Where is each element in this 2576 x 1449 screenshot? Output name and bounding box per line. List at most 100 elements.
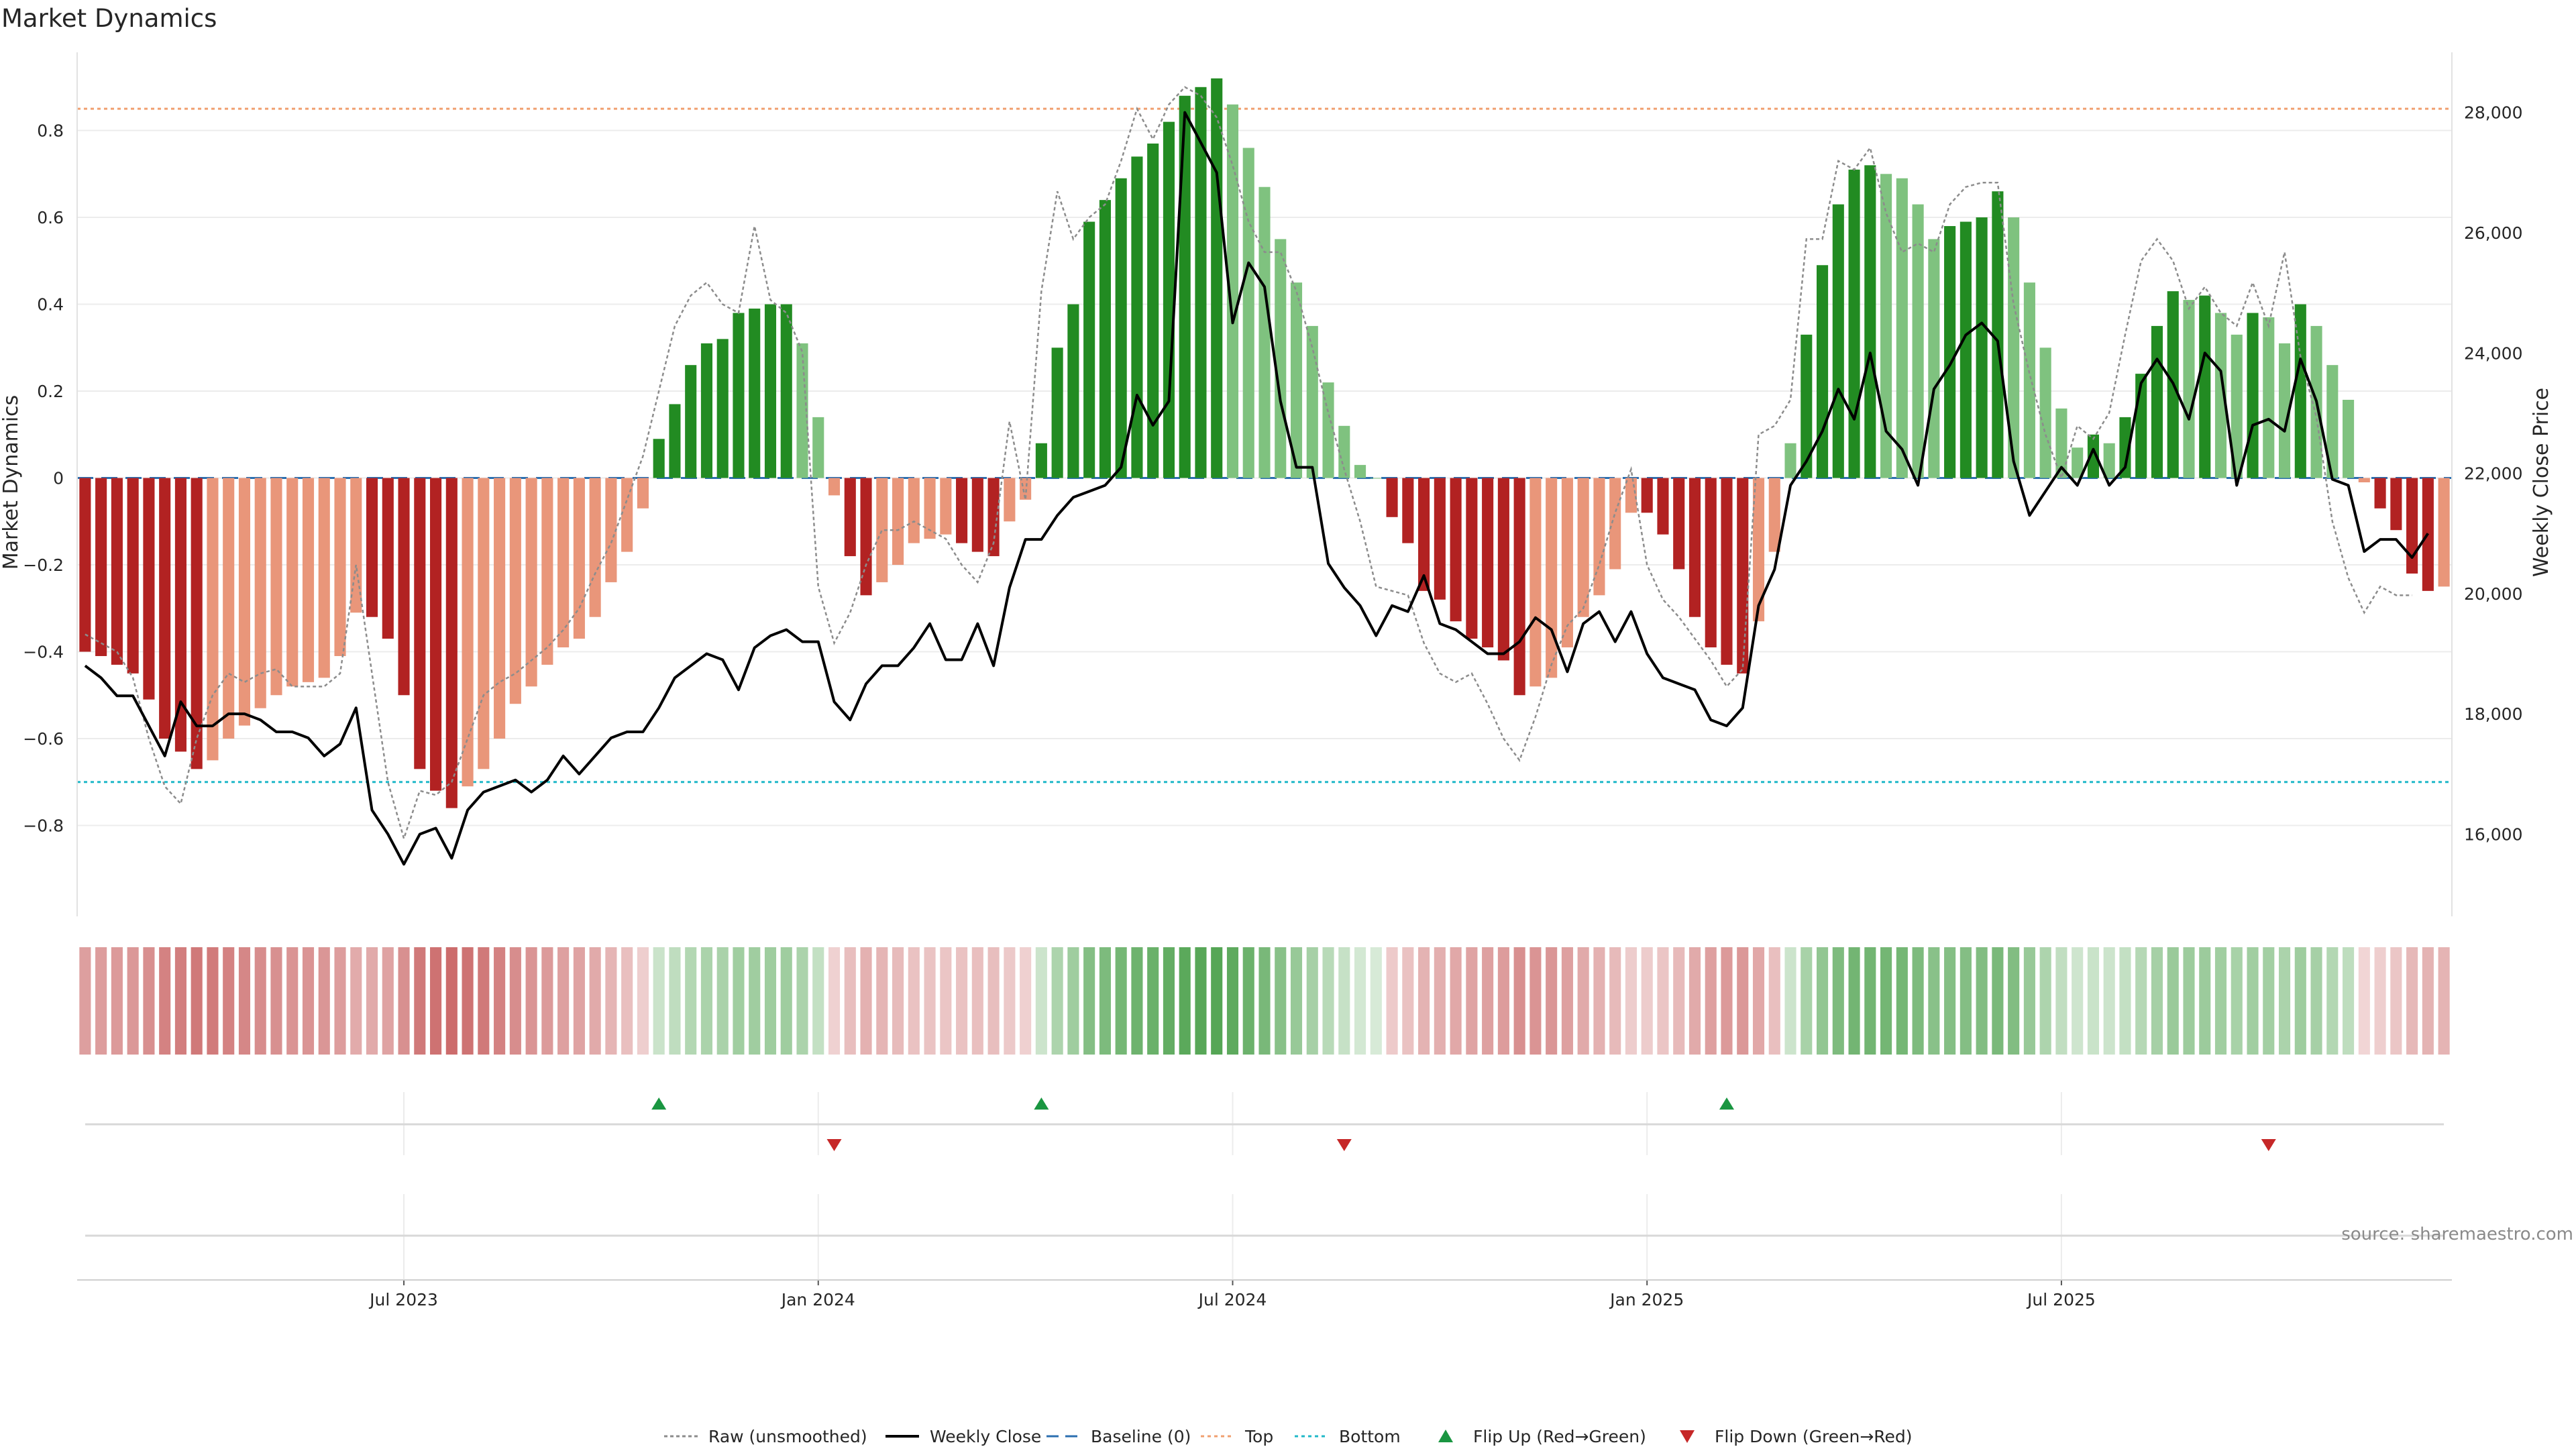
heat-cell (940, 947, 952, 1055)
heat-cell (1657, 947, 1669, 1055)
heat-cell (621, 947, 633, 1055)
dynamics-bar (1609, 478, 1621, 570)
dynamics-bar (1705, 478, 1717, 648)
dynamics-bar (892, 478, 904, 566)
flip-markers (651, 1097, 2276, 1151)
dynamics-bar (605, 478, 617, 582)
heat-cell (669, 947, 681, 1055)
dynamics-bar (637, 478, 649, 508)
heat-cell (462, 947, 474, 1055)
legend-label: Bottom (1339, 1427, 1401, 1446)
heat-cell (1737, 947, 1749, 1055)
dynamics-bar (1115, 178, 1127, 478)
heat-cell (1083, 947, 1095, 1055)
legend-item-bottom: Bottom (1295, 1427, 1401, 1446)
heat-cell (2008, 947, 2020, 1055)
flip-up-marker (651, 1097, 667, 1110)
dynamics-bar (589, 478, 601, 617)
dynamics-bar (908, 478, 920, 543)
heat-cell (764, 947, 777, 1055)
dynamics-bar (971, 478, 983, 552)
heat-cell (1944, 947, 1956, 1055)
dynamics-bar (1163, 121, 1175, 478)
heat-cell (1258, 947, 1271, 1055)
dynamics-bar (334, 478, 346, 656)
dynamics-bar (462, 478, 474, 787)
dynamics-bar (79, 478, 91, 652)
heat-cell (1561, 947, 1573, 1055)
y-tick-right: 16,000 (2464, 824, 2522, 844)
y-tick-left: −0.4 (23, 643, 64, 662)
y-tick-right: 20,000 (2464, 584, 2522, 604)
heat-cell (1051, 947, 1063, 1055)
dynamics-bar (1976, 217, 1988, 478)
dynamics-bar (1625, 478, 1637, 513)
dynamics-bar (2231, 334, 2243, 478)
dynamics-bar (2326, 365, 2339, 478)
legend-item-close: Weekly Close (885, 1427, 1041, 1446)
heat-cell (494, 947, 506, 1055)
dynamics-bar (2055, 408, 2068, 478)
heat-cell (254, 947, 266, 1055)
dynamics-bar (1752, 478, 1765, 622)
dynamics-bar (2278, 343, 2291, 478)
dynamics-bar (876, 478, 888, 582)
heat-cell (2247, 947, 2259, 1055)
dynamics-bar (1051, 347, 1063, 478)
dynamics-bar (414, 478, 426, 769)
legend-swatch (1438, 1430, 1453, 1442)
heat-cell (557, 947, 570, 1055)
heat-cell (2358, 947, 2370, 1055)
heat-cell (159, 947, 171, 1055)
heat-cell (430, 947, 442, 1055)
legend-item-top: Top (1201, 1427, 1273, 1446)
heat-cell (1242, 947, 1254, 1055)
dynamics-bar (1641, 478, 1653, 513)
dynamics-bar (1768, 478, 1780, 552)
dynamics-bar (1099, 200, 1111, 478)
dynamics-bar (159, 478, 171, 739)
dynamics-bar (1482, 478, 1494, 648)
dynamics-bar (1338, 425, 1350, 478)
heat-cell (1864, 947, 1876, 1055)
legend-item-raw: Raw (unsmoothed) (664, 1427, 867, 1446)
raw-series-line (85, 86, 2412, 842)
dynamics-bar (1912, 204, 1924, 478)
dynamics-bar (1864, 165, 1876, 478)
y-tick-left: 0.8 (37, 121, 64, 141)
heat-cell (876, 947, 888, 1055)
heat-cell (2263, 947, 2275, 1055)
heat-cell (318, 947, 330, 1055)
legend-label: Flip Up (Red→Green) (1473, 1427, 1646, 1446)
heat-cell (414, 947, 426, 1055)
heat-cell (2039, 947, 2051, 1055)
dynamics-bar (1195, 87, 1207, 478)
heat-cell (1912, 947, 1924, 1055)
heat-cell (1848, 947, 1860, 1055)
heat-cell (605, 947, 617, 1055)
dynamics-bar (366, 478, 378, 617)
axes: −0.8 −0.6 −0.4 −0.2 0 0.2 0.4 0.6 0.8 16,000 18,00… (23, 52, 2522, 1309)
dynamics-bar (2263, 317, 2275, 478)
dynamics-bar (2023, 282, 2035, 478)
heat-cell (1546, 947, 1558, 1055)
heat-cell (509, 947, 521, 1055)
weekly-close-line (84, 111, 2430, 866)
heat-cell (1577, 947, 1589, 1055)
heat-cell (1832, 947, 1844, 1055)
dynamics-bar (2151, 325, 2163, 478)
dynamics-bar (796, 343, 808, 478)
heat-strip (79, 947, 2450, 1055)
dynamics-bar (1242, 148, 1254, 478)
heat-cell (1067, 947, 1079, 1055)
heat-cell (1004, 947, 1016, 1055)
heat-cell (892, 947, 904, 1055)
heat-cell (127, 947, 139, 1055)
dynamics-bar (174, 478, 186, 752)
heat-cell (445, 947, 458, 1055)
legend-item-flip-down: Flip Down (Green→Red) (1680, 1427, 1913, 1446)
y-tick-right: 28,000 (2464, 103, 2522, 123)
heat-cell (174, 947, 186, 1055)
dynamics-bar (1226, 104, 1239, 478)
heat-cell (971, 947, 983, 1055)
